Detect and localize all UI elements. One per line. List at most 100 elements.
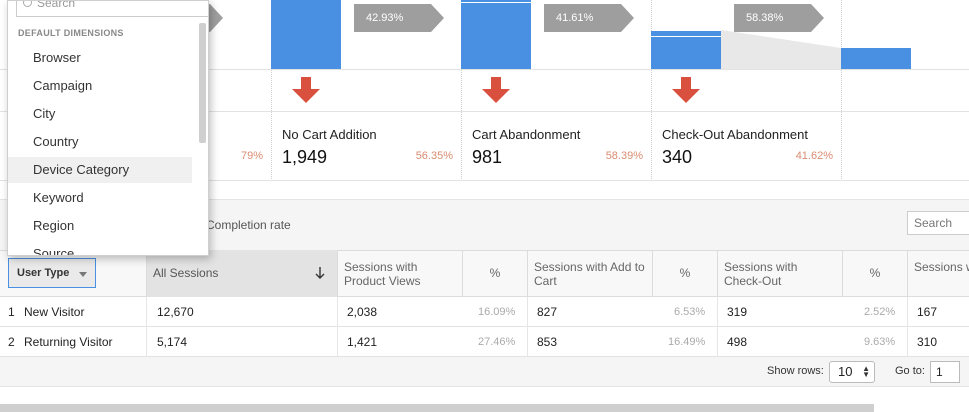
add-to-cart-value: 853 xyxy=(537,335,558,349)
search-icon xyxy=(23,1,32,7)
checkout-value: 319 xyxy=(727,305,748,319)
goto-page-input[interactable]: 1 xyxy=(930,361,960,383)
funnel-bar-product-views[interactable] xyxy=(271,0,341,69)
funnel-baseline xyxy=(0,69,969,70)
abandonment-label: No Cart Addition xyxy=(282,127,377,142)
rows-value: 10 xyxy=(838,364,853,379)
bar-marker xyxy=(461,2,531,3)
funnel-bar-add-to-cart[interactable] xyxy=(461,0,531,69)
show-rows-select[interactable]: 10 ▲ ▼ xyxy=(829,361,875,383)
column-separator xyxy=(527,297,528,357)
abandonment-value: 340 xyxy=(662,147,693,167)
completion-rate-label[interactable]: Completion rate xyxy=(206,218,291,232)
column-separator xyxy=(146,297,147,357)
menu-search-placeholder: Search xyxy=(37,0,76,10)
step-divider xyxy=(651,0,652,181)
abandonment-value: 981 xyxy=(472,147,503,167)
column-header-pct[interactable]: % xyxy=(842,250,907,297)
abandonment-pct: 58.39% xyxy=(605,150,643,162)
transition-pct: 42.93% xyxy=(366,12,404,24)
column-header-product-views[interactable]: Sessions with Product Views xyxy=(337,250,462,297)
abandonment-stat: Cart Abandonment 981 58.39% xyxy=(461,112,651,180)
funnel-bar-transaction[interactable] xyxy=(841,48,911,69)
column-header-all-sessions[interactable]: All Sessions xyxy=(146,250,337,297)
dimension-label: User Type xyxy=(17,267,70,279)
checkout-value: 498 xyxy=(727,335,748,349)
all-sessions-value: 5,174 xyxy=(157,335,188,349)
add-to-cart-pct: 6.53% xyxy=(674,306,706,318)
menu-item-browser[interactable]: Browser xyxy=(33,50,81,65)
column-header-transactions[interactable]: Sessions w Transacti xyxy=(907,250,969,297)
step-divider xyxy=(461,0,462,181)
row-index: 1 xyxy=(8,305,15,319)
funnel-bar-checkout[interactable] xyxy=(651,31,721,69)
primary-dimension-button[interactable]: User Type xyxy=(8,258,96,288)
transition-pct: 58.38% xyxy=(746,12,784,24)
column-header-pct[interactable]: % xyxy=(462,250,527,297)
drop-arrow-icon xyxy=(292,77,320,103)
add-to-cart-value: 827 xyxy=(537,305,558,319)
abandonment-pct: 56.35% xyxy=(415,150,453,162)
menu-item-keyword[interactable]: Keyword xyxy=(33,190,84,205)
goto-label: Go to: xyxy=(895,365,925,377)
checkout-pct: 9.63% xyxy=(864,336,896,348)
column-header-checkout[interactable]: Sessions with Check-Out xyxy=(717,250,842,297)
transition-pct: 41.61% xyxy=(556,12,594,24)
bar-marker xyxy=(651,36,721,37)
abandonment-label: Cart Abandonment xyxy=(472,127,581,142)
menu-search-input[interactable]: Search xyxy=(16,0,208,17)
product-views-pct: 27.46% xyxy=(478,336,516,348)
menu-section-title: DEFAULT DIMENSIONS xyxy=(18,28,124,38)
menu-item-device-category[interactable]: Device Category xyxy=(8,157,192,183)
step-divider xyxy=(841,0,842,181)
all-sessions-value: 12,670 xyxy=(157,305,194,319)
column-separator xyxy=(337,297,338,357)
row-dimension-link[interactable]: New Visitor xyxy=(24,305,85,319)
table-row[interactable]: 1 New Visitor 12,670 2,038 16.09% 827 6.… xyxy=(0,297,969,327)
transition-tag-1: 42.93% xyxy=(354,4,444,32)
column-header-label: All Sessions xyxy=(153,266,219,280)
abandonment-stat: 79% xyxy=(81,112,271,180)
updown-icon: ▲ ▼ xyxy=(862,364,870,379)
step-divider xyxy=(271,0,272,181)
column-header-pct[interactable]: % xyxy=(652,250,717,297)
menu-scrollbar[interactable] xyxy=(199,23,206,143)
funnel-divider xyxy=(0,111,969,112)
table-search-input[interactable]: Search xyxy=(907,211,969,235)
menu-item-country[interactable]: Country xyxy=(33,134,79,149)
transition-tag-3: 58.38% xyxy=(734,4,824,32)
transactions-value: 167 xyxy=(917,305,938,319)
drop-arrow-icon xyxy=(482,77,510,103)
sort-down-icon xyxy=(315,267,325,279)
column-separator xyxy=(907,297,908,357)
drop-arrow-icon xyxy=(672,77,700,103)
menu-item-source[interactable]: Source xyxy=(33,246,75,256)
abandonment-value: 1,949 xyxy=(282,147,328,167)
row-dimension-link[interactable]: Returning Visitor xyxy=(24,335,113,349)
funnel-chart: 42.93% 41.61% 58.38% 79% No Cart Additio… xyxy=(0,0,969,181)
show-rows-label: Show rows: xyxy=(767,365,824,377)
transactions-value: 310 xyxy=(917,335,938,349)
menu-item-region[interactable]: Region xyxy=(33,218,75,233)
abandonment-stat: No Cart Addition 1,949 56.35% xyxy=(271,112,461,180)
product-views-pct: 16.09% xyxy=(478,306,516,318)
column-header-add-to-cart[interactable]: Sessions with Add to Cart xyxy=(527,250,652,297)
product-views-value: 1,421 xyxy=(347,335,378,349)
abandonment-stat: Check-Out Abandonment 340 41.62% xyxy=(651,112,841,180)
funnel-divider xyxy=(0,180,969,181)
abandonment-pct: 79% xyxy=(240,150,263,162)
table-row[interactable]: 2 Returning Visitor 5,174 1,421 27.46% 8… xyxy=(0,327,969,357)
product-views-value: 2,038 xyxy=(347,305,378,319)
transition-tag-2: 41.61% xyxy=(544,4,634,32)
funnel-trend-area xyxy=(721,30,841,70)
menu-item-city[interactable]: City xyxy=(33,106,56,121)
checkout-pct: 2.52% xyxy=(864,306,896,318)
row-index: 2 xyxy=(8,335,15,349)
table-footer xyxy=(0,357,969,387)
add-to-cart-pct: 16.49% xyxy=(668,336,706,348)
horizontal-scrollbar[interactable] xyxy=(0,404,874,412)
menu-item-campaign[interactable]: Campaign xyxy=(33,78,93,93)
dimension-dropdown-menu: Search DEFAULT DIMENSIONS Browser Campai… xyxy=(7,0,209,256)
abandonment-label: Check-Out Abandonment xyxy=(662,127,808,142)
